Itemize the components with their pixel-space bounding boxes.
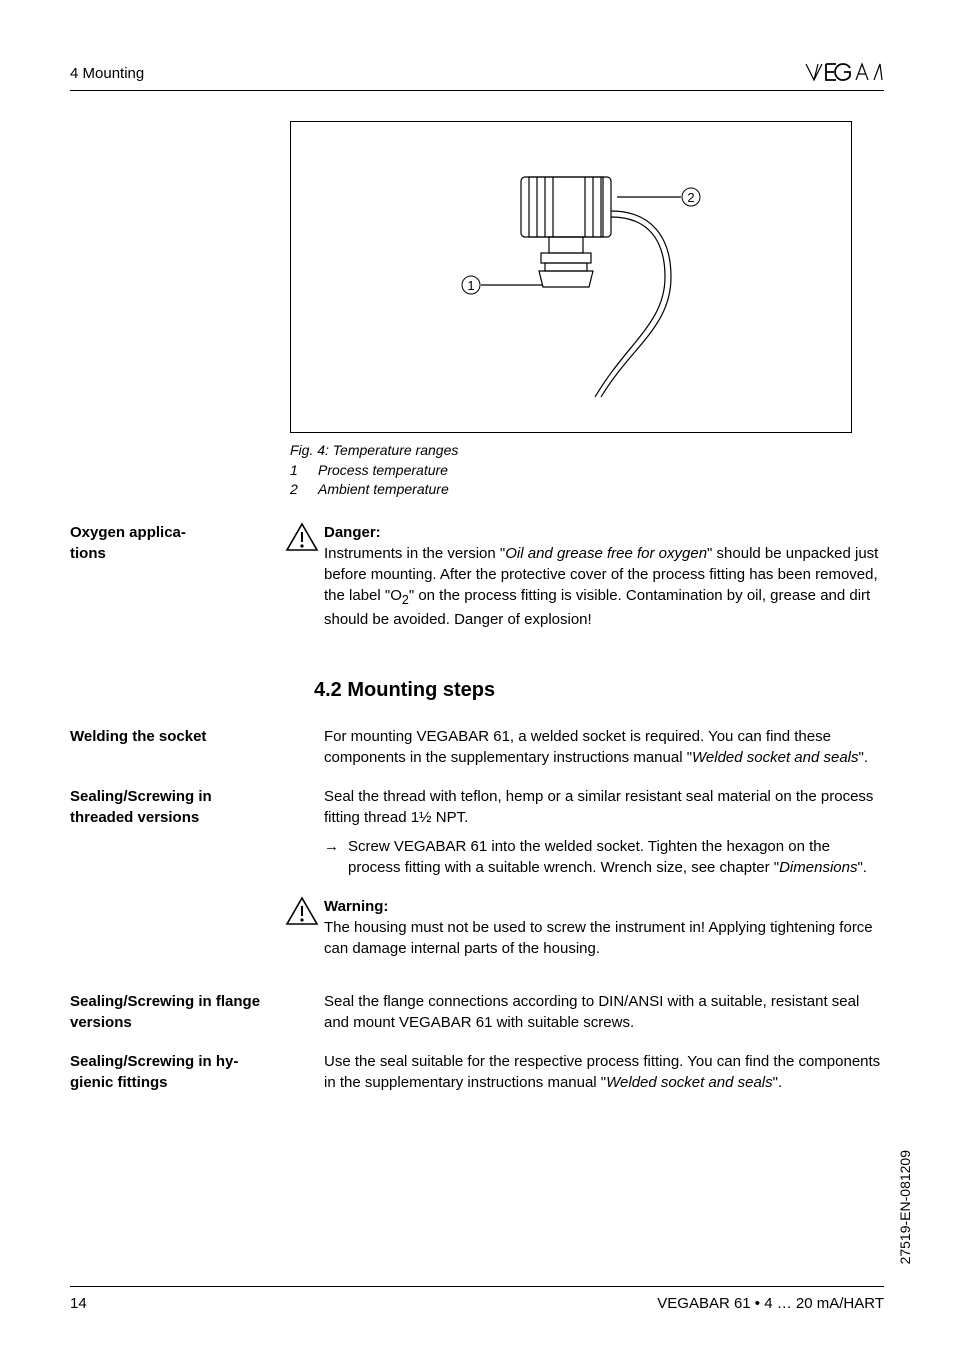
threaded-arrow-post: ". <box>857 859 867 876</box>
danger-block: Danger: Instruments in the version "Oil … <box>324 522 884 631</box>
danger-icon <box>280 522 324 631</box>
legend-1-text: Process temperature <box>318 461 448 481</box>
header-section-label: 4 Mounting <box>70 63 144 84</box>
welding-body: For mounting VEGABAR 61, a welded socket… <box>324 726 884 768</box>
arrow-icon: → <box>324 836 348 878</box>
legend-2-num: 2 <box>290 480 318 500</box>
page-footer: 14 VEGABAR 61 • 4 … 20 mA/HART <box>70 1286 884 1314</box>
danger-text-pre: Instruments in the version " <box>324 545 505 562</box>
hygienic-body: Use the seal suitable for the respective… <box>324 1051 884 1093</box>
legend-1-num: 1 <box>290 461 318 481</box>
welding-post: ". <box>859 749 869 766</box>
hygienic-post: ". <box>773 1074 783 1091</box>
warning-heading: Warning: <box>324 898 388 915</box>
hygienic-pre: Use the seal suitable for the respective… <box>324 1053 880 1091</box>
figure-4-caption: Fig. 4: Temperature ranges 1 Process tem… <box>290 441 884 500</box>
vega-logo <box>804 60 884 84</box>
flange-body: Seal the flange connections according to… <box>324 991 884 1033</box>
figure-caption-title: Fig. 4: Temperature ranges <box>290 441 884 461</box>
side-label-flange: Sealing/Screwing in flange versions <box>70 991 280 1033</box>
side-label-oxygen: Oxygen applica- tions <box>70 522 280 631</box>
side-label-welding: Welding the socket <box>70 726 280 768</box>
welding-em: Welded socket and seals <box>692 749 859 766</box>
side-label-threaded: Sealing/Screwing in threaded versions <box>70 786 280 878</box>
danger-heading: Danger: <box>324 524 381 541</box>
footer-page-number: 14 <box>70 1293 87 1314</box>
hygienic-em: Welded socket and seals <box>606 1074 773 1091</box>
footer-doc-title: VEGABAR 61 • 4 … 20 mA/HART <box>657 1293 884 1314</box>
warning-block: Warning: The housing must not be used to… <box>324 896 884 959</box>
warning-body: The housing must not be used to screw th… <box>324 917 884 959</box>
warning-icon <box>280 896 324 959</box>
doc-code-vertical: 27519-EN-081209 <box>896 1150 916 1264</box>
figure-callout-2: 2 <box>687 190 694 205</box>
danger-text-sub: 2 <box>402 593 409 607</box>
side-label-hygienic: Sealing/Screwing in hy- gienic fittings <box>70 1051 280 1093</box>
threaded-arrow-em: Dimensions <box>779 859 857 876</box>
threaded-body: Seal the thread with teflon, hemp or a s… <box>324 786 884 828</box>
legend-2-text: Ambient temperature <box>318 480 449 500</box>
threaded-arrow-pre: Screw VEGABAR 61 into the welded socket.… <box>348 838 830 876</box>
threaded-arrow-text: Screw VEGABAR 61 into the welded socket.… <box>348 836 884 878</box>
figure-4-illustration: 1 2 <box>371 147 771 407</box>
figure-callout-1: 1 <box>467 278 474 293</box>
section-4-2-title: 4.2 Mounting steps <box>314 676 884 704</box>
figure-4-box: 1 2 <box>290 121 852 433</box>
page-header: 4 Mounting <box>70 60 884 91</box>
danger-text-em1: Oil and grease free for oxygen <box>505 545 707 562</box>
